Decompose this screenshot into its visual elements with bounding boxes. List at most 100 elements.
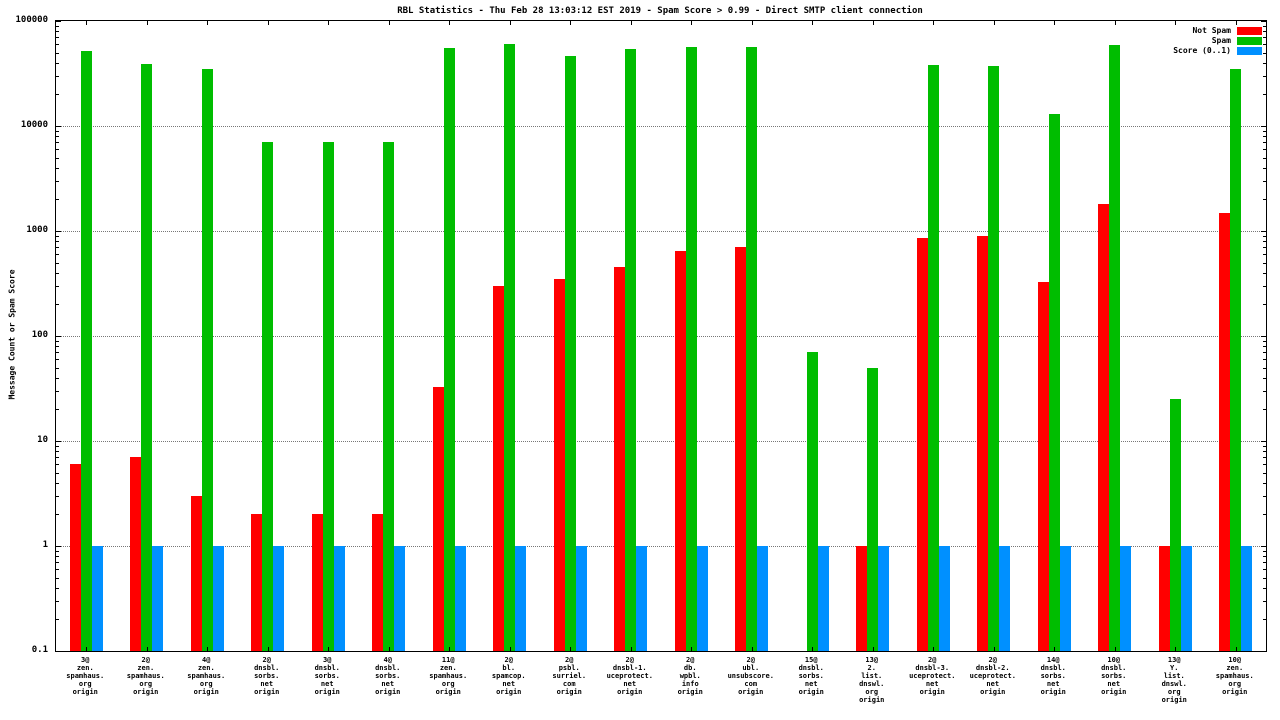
x-tick-mark xyxy=(267,647,269,651)
y-tick-mark xyxy=(1263,254,1266,256)
y-tick-mark xyxy=(1263,262,1266,264)
y-tick-mark xyxy=(56,336,61,337)
bar-spam xyxy=(1230,68,1242,651)
bar-not-spam xyxy=(1098,204,1110,651)
y-tick-mark xyxy=(56,514,59,516)
y-tick-mark xyxy=(56,31,59,33)
bar-not-spam xyxy=(1037,281,1049,651)
y-tick-mark xyxy=(1263,390,1266,392)
x-tick-mark xyxy=(933,21,935,25)
bar-not-spam xyxy=(251,514,263,651)
y-tick-mark xyxy=(56,550,59,552)
x-category-label: 2@ dnsbl-3. uceprotect. net origin xyxy=(909,656,956,696)
y-tick-mark xyxy=(1263,352,1266,354)
bar-score-0-1- xyxy=(696,546,708,651)
x-category-label: 2@ ubl. unsubscore. com origin xyxy=(727,656,774,696)
y-tick-mark xyxy=(56,62,59,64)
x-tick-mark xyxy=(1175,21,1177,25)
x-tick-mark xyxy=(207,647,209,651)
y-tick-label: 100000 xyxy=(15,15,48,25)
bar-spam xyxy=(625,49,637,651)
bar-spam xyxy=(1048,114,1060,651)
y-tick-mark xyxy=(1263,31,1266,33)
y-tick-label: 1000 xyxy=(26,225,48,235)
x-category-label: 14@ dnsbl. sorbs. net origin xyxy=(1040,656,1066,696)
y-tick-mark xyxy=(56,482,59,484)
y-tick-mark xyxy=(56,367,59,369)
y-tick-mark xyxy=(56,651,61,652)
x-category-labels: 3@ zen. spamhaus. org origin 2@ zen. spam… xyxy=(55,656,1265,716)
legend-row: Score (0..1) xyxy=(1173,46,1262,55)
y-tick-mark xyxy=(1263,25,1266,27)
x-category-label: 2@ zen. spamhaus. org origin xyxy=(126,656,165,696)
y-tick-mark xyxy=(1263,457,1266,459)
y-tick-mark xyxy=(56,126,61,127)
x-tick-mark xyxy=(328,647,330,651)
bar-spam xyxy=(867,367,879,651)
y-tick-mark xyxy=(1263,464,1266,466)
y-tick-labels: 100000 10000 1000 100 10 1 0.1 xyxy=(0,16,50,655)
y-tick-mark xyxy=(1263,550,1266,552)
y-tick-mark xyxy=(1263,562,1266,564)
bar-not-spam xyxy=(190,495,202,651)
y-tick-mark xyxy=(56,495,59,497)
x-tick-mark xyxy=(388,21,390,25)
x-tick-mark xyxy=(691,21,693,25)
y-tick-mark xyxy=(56,472,59,474)
x-category-label: 2@ dnsbl. sorbs. net origin xyxy=(254,656,280,696)
x-tick-mark xyxy=(933,647,935,651)
x-category-label: 2@ psbl. surriel. com origin xyxy=(552,656,587,696)
y-tick-mark xyxy=(56,377,59,379)
y-tick-mark xyxy=(1263,75,1266,77)
bar-spam xyxy=(262,142,274,651)
x-tick-mark xyxy=(751,647,753,651)
y-tick-mark xyxy=(56,130,59,132)
bar-score-0-1- xyxy=(1180,546,1192,651)
x-category-label: 4@ dnsbl. sorbs. net origin xyxy=(375,656,401,696)
bar-not-spam xyxy=(130,457,142,651)
bar-not-spam xyxy=(674,250,686,651)
bar-score-0-1- xyxy=(1241,546,1253,651)
y-tick-mark xyxy=(56,52,59,54)
x-tick-mark xyxy=(1175,647,1177,651)
x-category-label: 13@ 2. list. dnswl. org origin xyxy=(859,656,885,704)
legend-swatch xyxy=(1237,36,1262,45)
y-tick-mark xyxy=(56,136,59,138)
bar-not-spam xyxy=(856,546,868,651)
bar-not-spam xyxy=(1219,212,1231,651)
y-tick-label: 1 xyxy=(42,540,48,550)
y-tick-mark xyxy=(1263,346,1266,348)
y-tick-label: 10 xyxy=(37,435,48,445)
x-tick-mark xyxy=(86,21,88,25)
y-tick-mark xyxy=(1263,451,1266,453)
y-tick-mark xyxy=(1263,136,1266,138)
y-tick-mark xyxy=(56,587,59,589)
legend-row: Not Spam xyxy=(1173,26,1262,35)
y-tick-mark xyxy=(56,231,61,232)
y-tick-mark xyxy=(56,262,59,264)
y-tick-mark xyxy=(1263,235,1266,237)
y-tick-mark xyxy=(56,94,59,96)
y-tick-mark xyxy=(56,157,59,159)
bar-spam xyxy=(806,352,818,651)
y-tick-mark xyxy=(56,441,61,442)
x-tick-mark xyxy=(691,647,693,651)
bar-not-spam xyxy=(493,285,505,651)
y-tick-mark xyxy=(56,556,59,558)
y-tick-mark xyxy=(1263,359,1266,361)
y-tick-mark xyxy=(56,272,59,274)
x-tick-mark xyxy=(872,647,874,651)
y-tick-mark xyxy=(56,199,59,201)
y-tick-mark xyxy=(1261,336,1266,337)
x-tick-mark xyxy=(1235,647,1237,651)
x-tick-mark xyxy=(1054,21,1056,25)
y-tick-mark xyxy=(1263,495,1266,497)
y-tick-mark xyxy=(56,247,59,249)
y-tick-mark xyxy=(1263,619,1266,621)
x-category-label: 13@ Y. list. dnswl. org origin xyxy=(1161,656,1187,704)
bar-spam xyxy=(988,66,1000,651)
y-tick-mark xyxy=(56,569,59,571)
chart-title: RBL Statistics - Thu Feb 28 13:03:12 EST… xyxy=(397,6,923,16)
y-tick-mark xyxy=(1263,272,1266,274)
legend-label: Not Spam xyxy=(1192,26,1231,35)
